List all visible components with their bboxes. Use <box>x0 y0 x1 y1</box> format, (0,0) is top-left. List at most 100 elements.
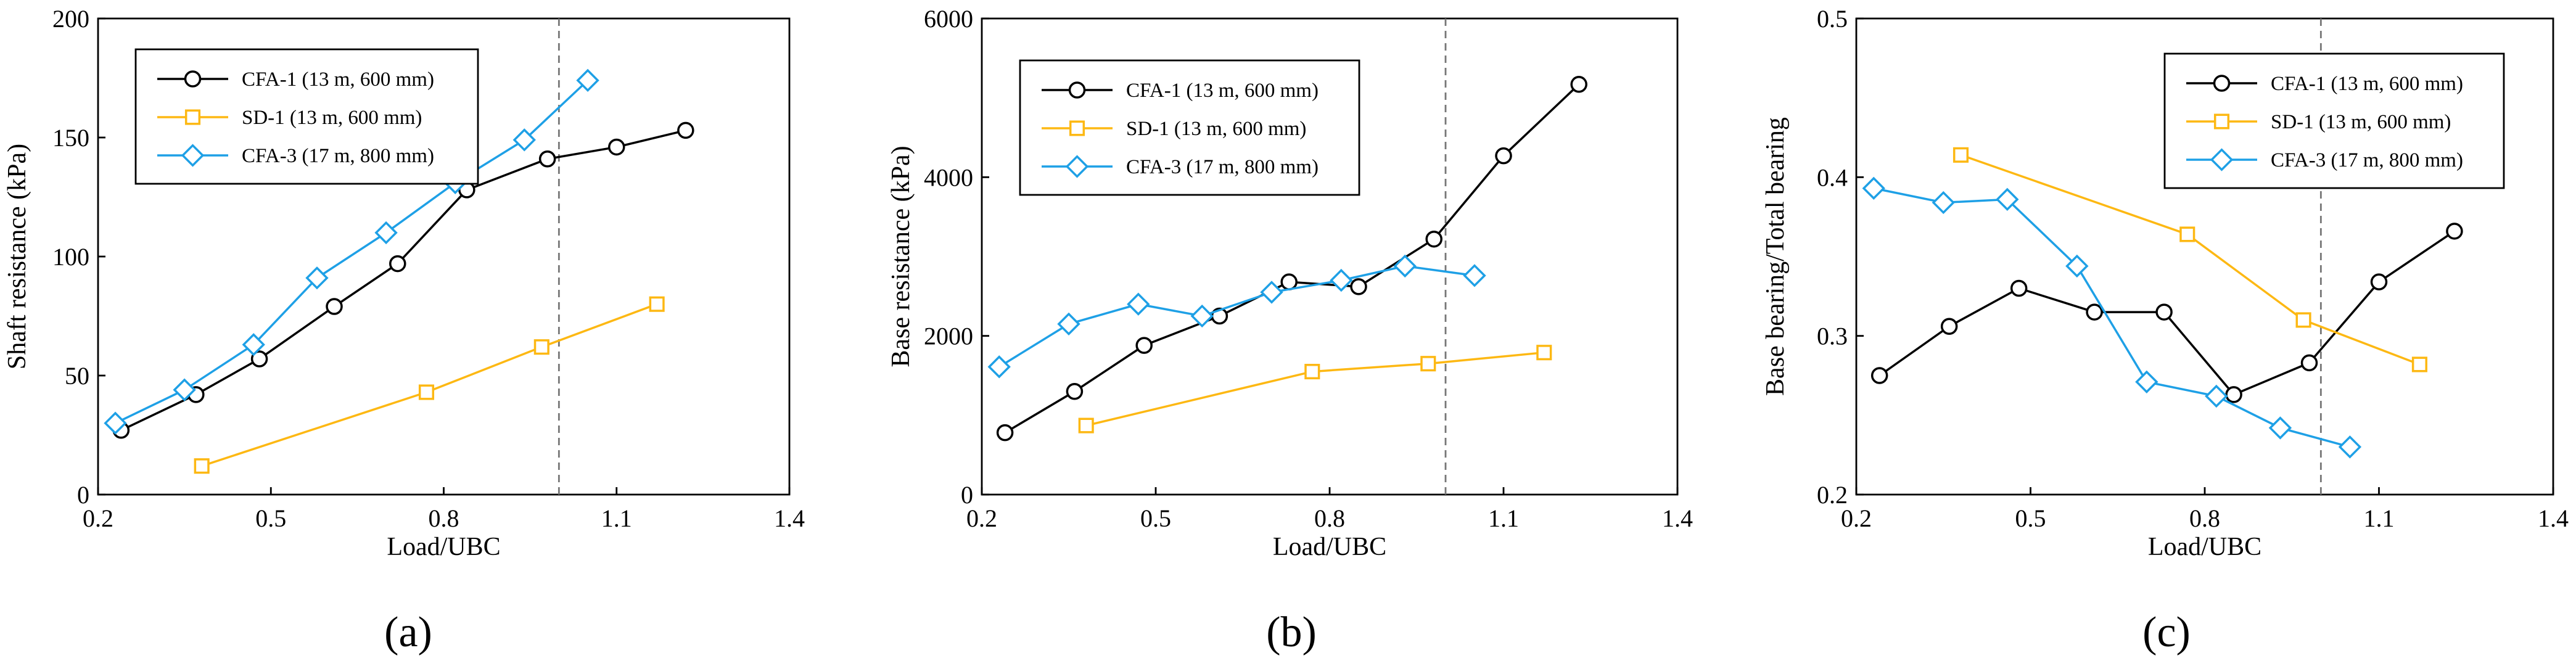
data-point <box>533 339 549 355</box>
legend-marker <box>1068 81 1086 99</box>
data-point <box>649 296 665 312</box>
x-tick-label: 0.8 <box>2189 504 2220 532</box>
data-point <box>1425 230 1442 248</box>
series-line <box>115 80 589 424</box>
legend-marker <box>2213 75 2231 92</box>
y-tick-label: 0 <box>961 481 973 509</box>
y-tick-label: 6000 <box>924 5 973 33</box>
data-point <box>374 221 398 245</box>
chart-panel-3: 0.2 0.5 0.8 1.1 1.4 0.2 0.3 0.4 0.5 Load/UBC Base … <box>1761 5 2569 656</box>
data-point <box>2300 354 2318 372</box>
data-point <box>1330 268 1353 292</box>
data-point <box>1066 382 1084 400</box>
y-tick-label: 4000 <box>924 163 973 191</box>
data-point <box>1953 147 1969 163</box>
panel-label: (a) <box>384 609 432 656</box>
x-tick-label: 1.4 <box>774 504 805 532</box>
series-square <box>1953 147 2427 372</box>
series-line <box>998 265 1475 368</box>
data-point <box>2010 279 2028 297</box>
series-line <box>1085 351 1544 427</box>
data-point <box>576 68 599 92</box>
legend-label: CFA-1 (13 m, 600 mm) <box>242 68 434 91</box>
data-point <box>1940 318 1958 335</box>
data-point <box>1570 76 1587 93</box>
data-point <box>418 384 435 400</box>
legend: CFA-1 (13 m, 600 mm) SD-1 (13 m, 600 mm) C… <box>2163 52 2505 189</box>
y-tick-label: 0.2 <box>1817 481 1848 509</box>
data-point <box>389 255 406 273</box>
panel-label: (b) <box>1266 609 1317 656</box>
data-point <box>2135 370 2158 393</box>
series-line <box>201 303 657 467</box>
legend-label: CFA-3 (17 m, 800 mm) <box>242 145 434 167</box>
data-point <box>996 424 1014 442</box>
x-tick-label: 0.8 <box>429 504 459 532</box>
data-point <box>1463 264 1486 287</box>
legend-label: CFA-1 (13 m, 600 mm) <box>2271 73 2463 95</box>
data-point <box>1495 147 1512 165</box>
data-point <box>1260 281 1283 304</box>
legend: CFA-1 (13 m, 600 mm) SD-1 (13 m, 600 mm) C… <box>1019 59 1360 196</box>
data-point <box>305 266 329 290</box>
y-axis-title: Shaft resistance (kPa) <box>3 144 31 369</box>
y-axis-title: Base resistance (kPa) <box>887 146 915 367</box>
x-axis-title: Load/UBC <box>1273 533 1386 561</box>
x-tick-label: 1.1 <box>601 504 632 532</box>
y-tick-label: 0.3 <box>1817 323 1848 350</box>
legend-marker <box>184 109 201 125</box>
data-point <box>1996 187 2019 212</box>
legend-label: SD-1 (13 m, 600 mm) <box>2271 111 2451 133</box>
data-point <box>1870 367 1888 384</box>
x-tick-label: 0.5 <box>2015 504 2046 532</box>
series-square <box>194 296 665 474</box>
data-point <box>538 150 556 168</box>
data-point <box>250 350 268 368</box>
x-tick-label: 0.5 <box>255 504 286 532</box>
data-point <box>1420 356 1436 372</box>
data-point <box>2179 226 2195 242</box>
data-point <box>677 121 694 139</box>
series-line <box>1960 154 2421 366</box>
y-tick-label: 200 <box>52 5 89 33</box>
series-diamond <box>104 68 599 435</box>
series-circle <box>112 121 694 439</box>
legend: CFA-1 (13 m, 600 mm) SD-1 (13 m, 600 mm) C… <box>134 48 479 185</box>
y-tick-label: 100 <box>52 243 89 271</box>
series-square <box>1078 345 1552 434</box>
x-tick-label: 0.5 <box>1140 504 1171 532</box>
series-line <box>1873 187 2350 448</box>
x-tick-label: 1.1 <box>1488 504 1519 532</box>
legend-marker <box>1069 120 1085 136</box>
data-point <box>194 458 210 474</box>
data-point <box>242 333 265 356</box>
x-tick-label: 0.8 <box>1314 504 1345 532</box>
data-point <box>1280 273 1298 290</box>
chart-panel-1: 0.2 0.5 0.8 1.1 1.4 0 50 100 150 200 Load/UBC Shaft… <box>3 5 805 656</box>
x-tick-label: 1.1 <box>2364 504 2395 532</box>
legend-label: CFA-3 (17 m, 800 mm) <box>1126 156 1319 178</box>
data-point <box>2155 303 2173 321</box>
data-point <box>987 355 1011 379</box>
data-point <box>326 298 343 315</box>
data-point <box>1536 345 1552 361</box>
data-point <box>1057 312 1080 336</box>
y-tick-label: 0.4 <box>1817 163 1848 191</box>
data-point <box>1393 254 1417 278</box>
x-axis-title: Load/UBC <box>387 533 500 561</box>
data-point <box>2370 273 2388 290</box>
series-diamond <box>1862 176 2362 459</box>
legend-marker <box>2210 148 2234 171</box>
data-point <box>1350 278 1367 295</box>
data-point <box>2065 254 2089 278</box>
data-point <box>1862 176 1885 200</box>
legend-label: CFA-3 (17 m, 800 mm) <box>2271 149 2463 171</box>
legend-marker <box>1065 155 1089 178</box>
data-point <box>2268 416 2292 440</box>
y-tick-label: 150 <box>52 124 89 152</box>
data-point <box>2295 312 2311 328</box>
x-tick-label: 1.4 <box>2538 504 2569 532</box>
data-point <box>2338 435 2362 459</box>
x-axis-title: Load/UBC <box>2148 533 2261 561</box>
